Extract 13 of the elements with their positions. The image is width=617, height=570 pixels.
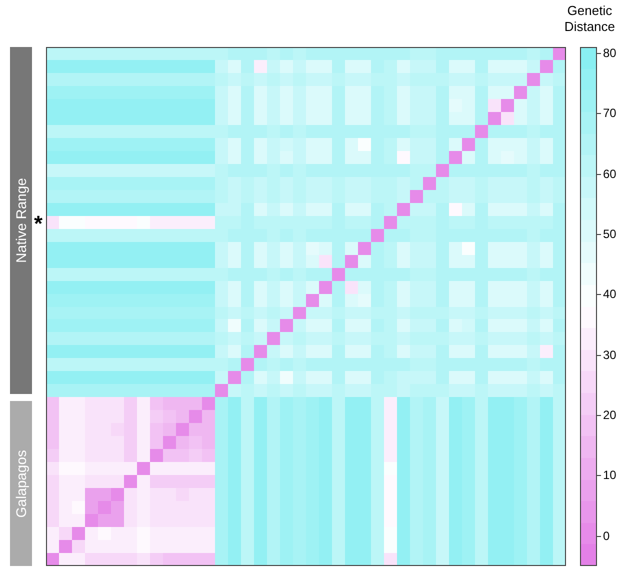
text: * [34, 211, 43, 236]
color-bar-label: 20 [603, 408, 617, 422]
color-bar-label: 0 [603, 528, 610, 543]
color-bar-label: 30 [603, 348, 617, 362]
color-bar-label: 80 [603, 46, 617, 60]
color-bar-label: 10 [603, 468, 617, 482]
text: Native Range [13, 178, 29, 263]
color-bar-title: Genetic Distance [564, 3, 615, 34]
color-bar-label: 40 [603, 286, 617, 301]
color-bar-label: 50 [603, 226, 617, 241]
text: Galapagos [13, 450, 29, 518]
color-bar-label: 60 [603, 166, 617, 181]
color-bar-label: 70 [603, 106, 617, 120]
